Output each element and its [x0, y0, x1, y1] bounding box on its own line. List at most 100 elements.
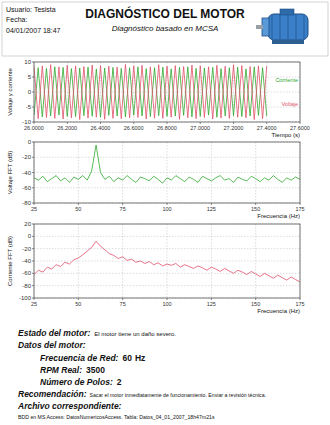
grid-line — [78, 142, 79, 203]
chart-2: -100-80-60-40-20020255075100125150175Cor… — [7, 221, 305, 314]
grid-line — [167, 142, 168, 203]
date: 04/01/2007 18:47 — [6, 27, 61, 34]
grid-line — [122, 142, 123, 203]
x-tick-label: 125 — [207, 301, 216, 307]
grid-line — [211, 224, 212, 298]
x-tick-label: 27.2000 — [224, 125, 244, 131]
file-text: BDD en MS Access: DatosNumericosAccess. … — [18, 414, 215, 420]
y-tick-label: -100 — [19, 295, 32, 301]
x-axis-label: Frecuencia (Hz) — [257, 213, 300, 219]
x-tick-label: 27.6000 — [290, 125, 310, 131]
motor-fin — [280, 15, 281, 39]
x-tick-label: 75 — [120, 301, 126, 307]
data-group — [34, 241, 300, 282]
x-tick-label: 26.0000 — [24, 125, 44, 131]
x-axis-label: Frecuencia (Hz) — [257, 308, 300, 314]
x-tick-label: 175 — [295, 301, 304, 307]
x-tick-label: 26.6000 — [124, 125, 144, 131]
motor-icon — [256, 9, 308, 44]
status-label: Estado del motor: — [18, 328, 90, 338]
x-tick-label: 25 — [31, 301, 37, 307]
y-tick-label: -5 — [26, 104, 32, 110]
motor-body — [268, 14, 308, 40]
user: Usuario: Tesista — [6, 6, 56, 13]
x-tick-label: 175 — [295, 206, 304, 212]
y-tick-label: 0 — [28, 233, 32, 239]
motor-shaft — [256, 25, 263, 29]
data-group — [34, 64, 267, 119]
x-tick-label: 100 — [162, 301, 171, 307]
motor-fin — [288, 15, 289, 39]
grid-line — [122, 224, 123, 298]
grid-line — [167, 224, 168, 298]
page: {"header": {"user": "Usuario: Tesista", … — [0, 0, 330, 425]
x-tick-label: 26.4000 — [91, 125, 111, 131]
plot-frame — [34, 142, 300, 203]
x-tick-label: 26.8000 — [157, 125, 177, 131]
chart-1: -80-60-40-200255075100125150175Voltaje F… — [7, 139, 305, 219]
motor-box — [280, 9, 294, 15]
page-svg: Usuario: TesistaFecha:04/01/2007 18:47DI… — [0, 0, 330, 425]
motor-data-value: 2 — [117, 377, 122, 387]
y-axis-label: Voltaje FFT (dB) — [7, 151, 13, 195]
x-axis-label: Tiempo (s) — [272, 132, 300, 138]
y-tick-label: 5 — [28, 74, 32, 80]
y-tick-label: 20 — [24, 221, 31, 227]
header-frame — [2, 2, 328, 56]
motor-data-unit: Hz — [135, 353, 145, 363]
motor-data-label: Frecuencia de Red: — [40, 353, 119, 363]
motor-data-value: 3500 — [86, 365, 105, 375]
subtitle: Diagnóstico basado en MCSA — [112, 24, 219, 33]
x-tick-label: 150 — [251, 301, 260, 307]
x-tick-label: 25 — [31, 206, 37, 212]
grid-line — [78, 224, 79, 298]
plot-area — [34, 224, 300, 298]
header: Usuario: TesistaFecha:04/01/2007 18:47DI… — [2, 2, 328, 56]
plot-area — [34, 142, 300, 203]
x-tick-label: 50 — [75, 206, 81, 212]
series-line — [34, 145, 300, 183]
y-tick-label: 0 — [28, 139, 32, 145]
motor-fin — [304, 15, 305, 39]
file-label: Archivo correspondiente: — [17, 401, 122, 411]
plot-area — [34, 62, 300, 122]
x-tick-label: 27.4000 — [257, 125, 277, 131]
recommendation-text: Sacar el motor inmediatamente de funcion… — [90, 392, 266, 398]
y-tick-label: -80 — [22, 283, 31, 289]
grid-line — [255, 142, 256, 203]
grid-line — [255, 224, 256, 298]
y-tick-label: 0 — [28, 89, 32, 95]
data-group — [34, 145, 300, 183]
legend-entry: Voltaje — [281, 101, 298, 107]
title: DIAGNÓSTICO DEL MOTOR — [85, 6, 245, 21]
motor-fin — [296, 15, 297, 39]
y-tick-label: -20 — [22, 154, 31, 160]
series-line — [34, 64, 267, 119]
plot-frame — [34, 224, 300, 298]
motor-data-value: 60 — [122, 353, 132, 363]
x-tick-label: 150 — [251, 206, 260, 212]
y-tick-label: -60 — [22, 185, 31, 191]
motor-cap — [262, 18, 269, 36]
y-tick-label: -40 — [22, 170, 31, 176]
status-text: El motor tiene un daño severo. — [94, 331, 176, 337]
background — [0, 0, 330, 425]
grid-line — [211, 142, 212, 203]
x-tick-label: 75 — [120, 206, 126, 212]
y-tick-label: -40 — [22, 258, 31, 264]
chart-0: -10-5051026.000026.200026.400026.600026.… — [7, 59, 310, 138]
y-tick-label: -60 — [22, 270, 31, 276]
plot-frame — [34, 62, 300, 122]
x-tick-label: 26.2000 — [57, 125, 77, 131]
y-axis-label: Corriente FFT (dB) — [7, 236, 13, 286]
series-line — [34, 241, 300, 282]
series-line — [34, 67, 267, 117]
y-tick-label: 10 — [24, 59, 31, 65]
data-heading: Datos del motor: — [18, 340, 86, 350]
recommendation-label: Recomendación: — [18, 389, 87, 399]
x-tick-label: 125 — [207, 206, 216, 212]
motor-base — [272, 40, 304, 44]
motor-data-label: Número de Polos: — [40, 377, 113, 387]
x-tick-label: 100 — [162, 206, 171, 212]
motor-fin — [272, 15, 273, 39]
